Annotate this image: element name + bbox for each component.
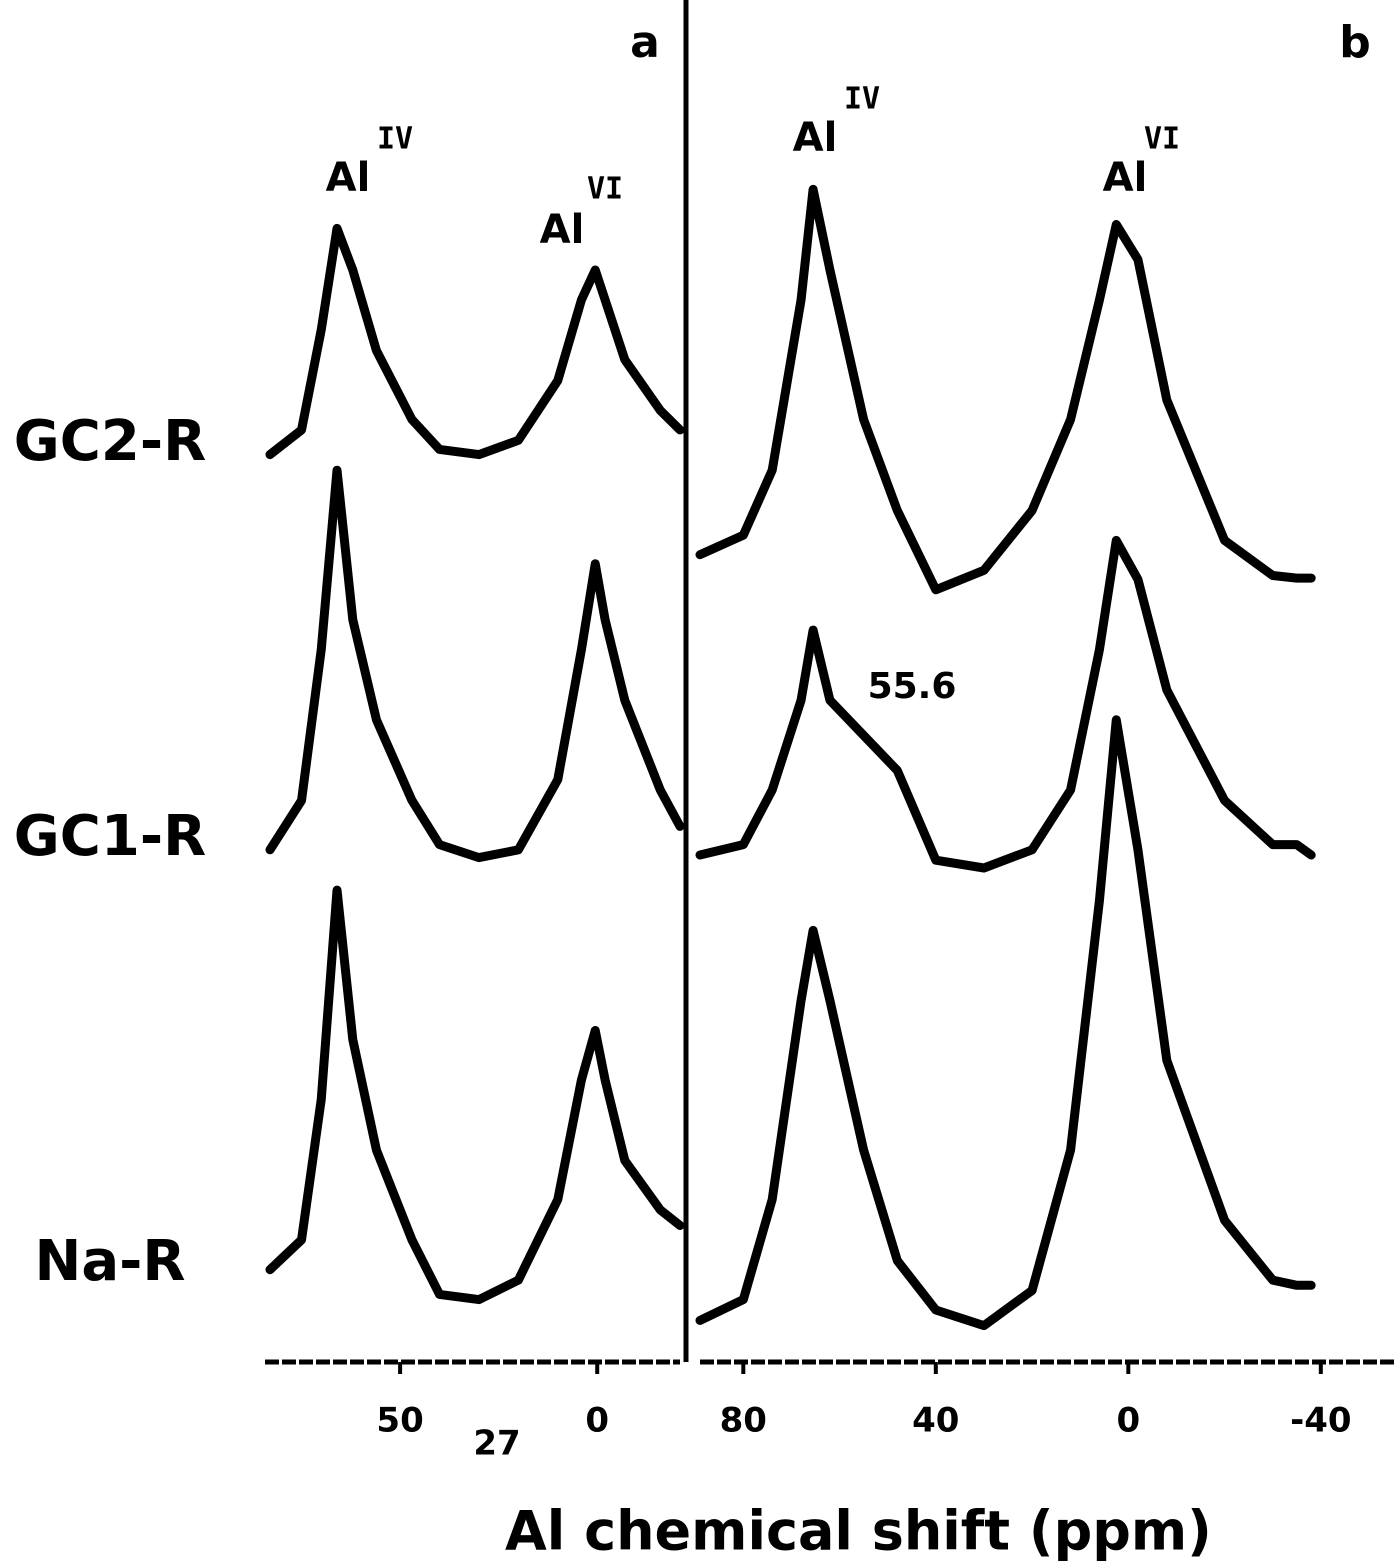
x-axis-label-sup: 27 bbox=[473, 1424, 520, 1464]
spectrum-curve bbox=[265, 885, 685, 1305]
spectrum-curve bbox=[695, 535, 1316, 873]
x-axis-label: Al chemical shift (ppm) bbox=[505, 1500, 1212, 1563]
x-tick-label: 50 bbox=[376, 1401, 423, 1441]
annotation: Al bbox=[540, 207, 585, 253]
annotation-sup: VI bbox=[1144, 122, 1180, 157]
annotation-sup: IV bbox=[844, 82, 880, 117]
annotation-sup: IV bbox=[377, 122, 413, 157]
sample-label: Na-R bbox=[34, 1229, 185, 1294]
x-tick-label: -40 bbox=[1290, 1401, 1351, 1441]
x-tick-label: 0 bbox=[585, 1401, 609, 1441]
spectrum-curve bbox=[265, 223, 685, 460]
panel-label: b bbox=[1339, 17, 1371, 68]
x-tick-label: 0 bbox=[1116, 1401, 1140, 1441]
annotation: Al bbox=[793, 115, 838, 161]
annotation-sup: VI bbox=[587, 172, 623, 207]
spectrum-curve bbox=[695, 184, 1316, 595]
x-tick-label: 40 bbox=[912, 1401, 959, 1441]
sample-label: GC1-R bbox=[14, 804, 206, 869]
spectrum-curve bbox=[265, 465, 685, 863]
annotation: Al bbox=[1103, 155, 1148, 201]
panel-label: a bbox=[630, 17, 660, 68]
spectrum-curve bbox=[695, 715, 1316, 1331]
annotation: Al bbox=[326, 155, 371, 201]
sample-label: GC2-R bbox=[14, 409, 206, 474]
annotation: 55.6 bbox=[868, 666, 957, 707]
x-tick-label: 80 bbox=[720, 1401, 767, 1441]
